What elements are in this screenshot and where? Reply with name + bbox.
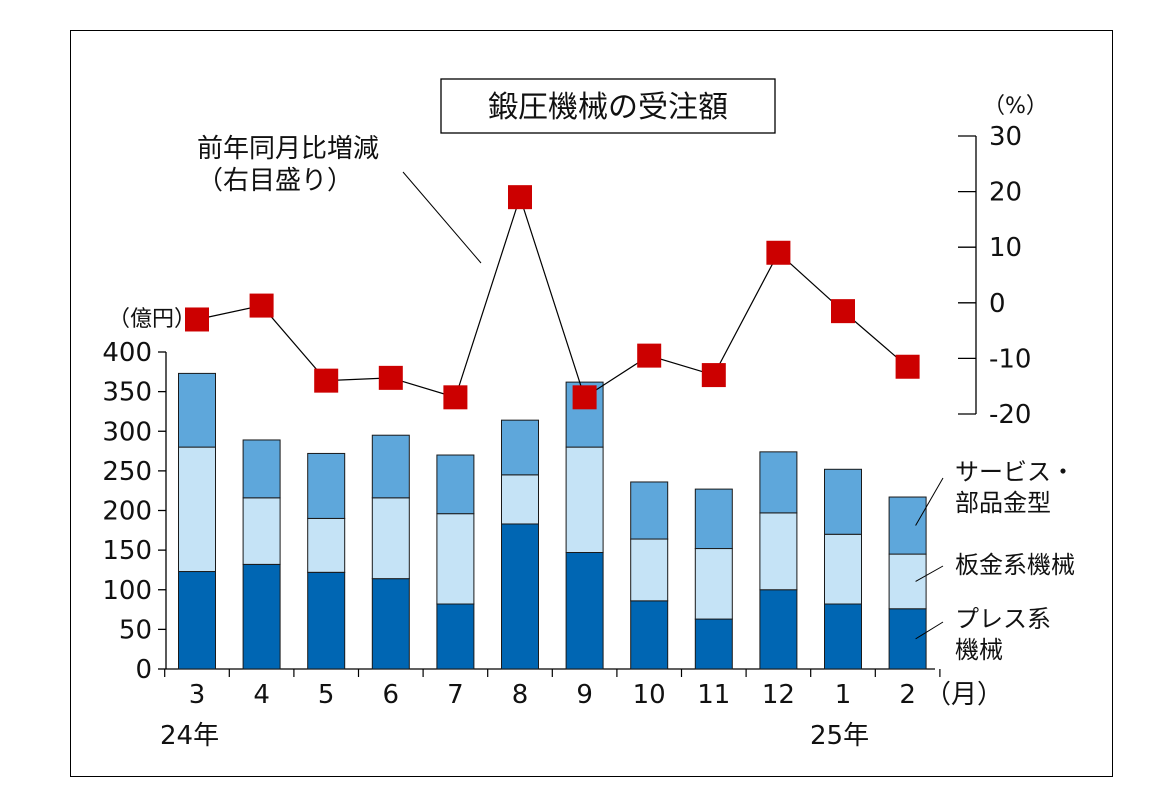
bar-segment-1-2 <box>824 468 862 535</box>
bar-segment-11-0 <box>694 618 733 670</box>
right-axis-unit: （%） <box>983 94 1048 119</box>
x-tick-label: 12 <box>762 680 795 710</box>
x-tick-label: 2 <box>899 680 916 710</box>
line-marker-11 <box>701 363 726 388</box>
line-series-label-text: 前年同月比増減 <box>197 134 379 164</box>
left-tick-label: 0 <box>135 655 152 685</box>
bar-segment-2-0 <box>888 608 927 670</box>
legend-label: 部品金型 <box>955 489 1051 517</box>
line-series-path <box>196 195 908 399</box>
bar-segment-12-1 <box>759 512 798 591</box>
left-axis-unit: （億円） <box>108 307 196 332</box>
bar-segment-4-2 <box>242 439 281 499</box>
bar-segment-3-2 <box>178 372 216 448</box>
line-marker-5 <box>314 368 339 393</box>
bar-segment-9-0 <box>565 552 604 670</box>
line-marker-8 <box>508 185 532 210</box>
bar-segment-4-1 <box>242 497 281 565</box>
left-tick-label: 300 <box>102 417 152 447</box>
x-tick-label: 10 <box>633 680 666 710</box>
line-marker-6 <box>378 365 403 390</box>
bar-segment-1-1 <box>824 533 862 605</box>
left-tick-label: 400 <box>102 338 152 368</box>
x-tick-label: 6 <box>383 680 400 710</box>
x-tick-label: 3 <box>189 680 206 710</box>
chart-title-box <box>440 78 776 134</box>
bar-segment-10-0 <box>630 600 669 670</box>
line-callout-leader <box>402 171 482 264</box>
bar-segment-3-1 <box>178 446 216 573</box>
line-marker-9 <box>572 385 597 410</box>
bar-segment-7-1 <box>436 513 475 605</box>
bar-segment-12-2 <box>759 451 798 514</box>
year-label-24: 24年 <box>160 721 219 751</box>
bar-segment-2-1 <box>888 553 927 610</box>
right-tick-label: 20 <box>989 178 1022 208</box>
left-tick-label: 350 <box>102 378 152 408</box>
line-marker-12 <box>766 240 791 265</box>
right-tick-label: 0 <box>989 289 1006 319</box>
left-tick-label: 250 <box>102 457 152 487</box>
right-tick-label: 10 <box>989 233 1022 263</box>
bar-segment-5-1 <box>307 517 346 573</box>
bar-segment-7-2 <box>436 454 475 515</box>
line-marker-10 <box>637 343 662 368</box>
right-tick-label: -20 <box>989 400 1031 430</box>
bar-segment-11-1 <box>694 548 733 620</box>
bar-segment-10-2 <box>630 481 669 540</box>
bar-segment-8-1 <box>501 474 539 525</box>
chart-title: 鍛圧機械の受注額 <box>488 90 728 125</box>
line-marker-7 <box>443 385 468 410</box>
legend-label: プレス系 <box>955 605 1051 633</box>
line-series-label-text: （右目盛り） <box>197 166 353 196</box>
line-marker-3 <box>185 307 209 332</box>
x-tick-label: 8 <box>512 680 529 710</box>
bar-segment-5-2 <box>307 452 346 519</box>
right-tick-label: 30 <box>989 122 1022 152</box>
bar-segment-7-0 <box>436 603 475 670</box>
chart-frame <box>70 30 1113 777</box>
right-tick-label: -10 <box>989 344 1031 374</box>
x-tick-label: 7 <box>447 680 464 710</box>
bar-segment-11-2 <box>694 488 733 550</box>
x-tick-label: 9 <box>576 680 593 710</box>
bar-segment-6-2 <box>371 434 410 499</box>
bar-segment-10-1 <box>630 538 669 602</box>
x-tick-label: 11 <box>697 680 730 710</box>
legend-label: 機械 <box>955 636 1003 664</box>
bar-segment-8-0 <box>501 523 539 670</box>
bar-segment-6-1 <box>371 497 410 580</box>
legend-leader-0 <box>915 621 944 640</box>
legend-leader-1 <box>915 565 944 582</box>
x-tick-label: 4 <box>253 680 270 710</box>
bar-segment-9-1 <box>565 446 604 554</box>
bar-segment-4-0 <box>242 563 281 670</box>
legend-leader-2 <box>915 477 944 526</box>
bar-segment-3-0 <box>178 571 216 670</box>
left-tick-label: 150 <box>102 536 152 566</box>
bar-segment-1-0 <box>824 603 862 670</box>
line-marker-1 <box>831 299 855 324</box>
left-tick-label: 50 <box>119 615 152 645</box>
bar-segment-2-2 <box>888 496 927 555</box>
legend-label: サービス・ <box>955 458 1075 486</box>
line-series-label: 前年同月比増減（右目盛り） <box>197 134 379 196</box>
bar-segment-6-0 <box>371 578 410 670</box>
left-tick-label: 200 <box>102 497 152 527</box>
left-tick-label: 100 <box>102 576 152 606</box>
month-unit: （月） <box>925 680 1003 710</box>
bar-segment-12-0 <box>759 589 798 670</box>
line-marker-4 <box>249 293 274 318</box>
legend-label: 板金系機械 <box>955 551 1075 579</box>
x-tick-label: 5 <box>318 680 335 710</box>
year-label-25: 25年 <box>810 721 869 751</box>
x-tick-label: 1 <box>835 680 852 710</box>
bar-segment-8-2 <box>501 419 539 476</box>
bar-segment-5-0 <box>307 571 346 670</box>
line-marker-2 <box>895 354 920 379</box>
